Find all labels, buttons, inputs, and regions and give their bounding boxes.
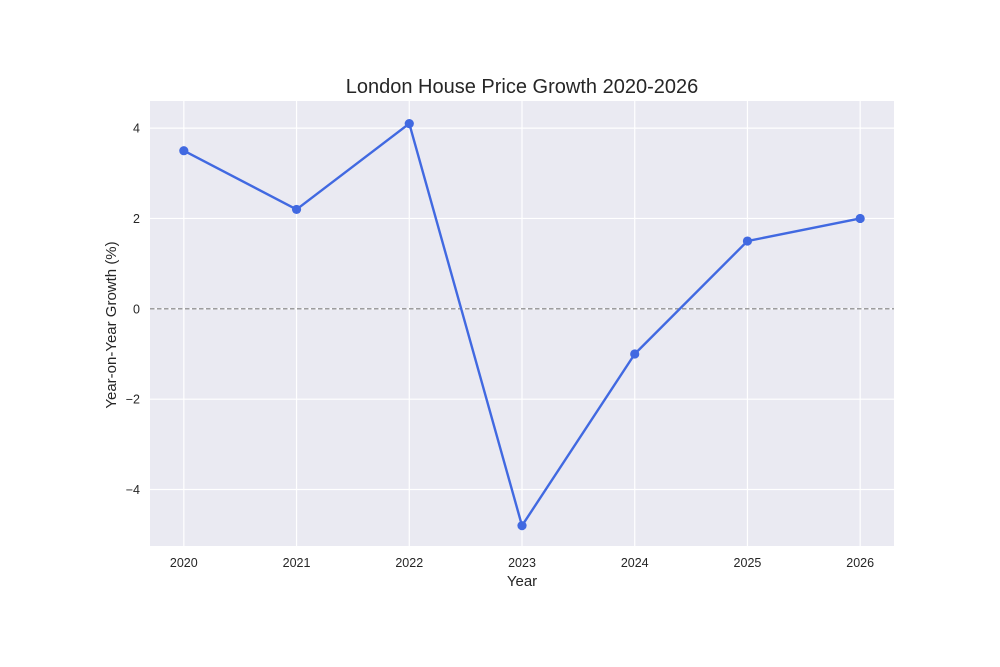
series-layer <box>179 118 865 531</box>
chart-title: London House Price Growth 2020-2026 <box>346 76 698 98</box>
y-tick-label: 2 <box>133 212 140 226</box>
x-tick-label: 2023 <box>508 556 536 570</box>
data-point <box>630 349 640 359</box>
data-point <box>179 146 189 156</box>
x-axis-label: Year <box>507 573 537 590</box>
x-tick-label: 2024 <box>621 556 649 570</box>
x-tick-label: 2020 <box>170 556 198 570</box>
x-tick-label: 2022 <box>395 556 423 570</box>
y-tick-label: 4 <box>133 122 140 136</box>
x-tick-label: 2025 <box>734 556 762 570</box>
y-tick-label: −4 <box>126 483 140 497</box>
y-tick-label: 0 <box>133 302 140 316</box>
data-point <box>742 236 753 246</box>
x-tick-label: 2026 <box>846 556 874 570</box>
y-tick-label: −2 <box>126 393 140 407</box>
data-point <box>517 521 527 531</box>
data-point <box>404 118 414 129</box>
y-axis-ticks: 4 2 0 −2 −4 <box>126 122 140 497</box>
x-tick-label: 2021 <box>283 556 311 570</box>
x-axis-ticks: 2020 2021 2022 2023 2024 2025 2026 <box>170 556 874 570</box>
data-point <box>855 213 865 224</box>
data-point <box>291 204 302 215</box>
y-axis-label: Year-on-Year Growth (%) <box>103 241 120 408</box>
